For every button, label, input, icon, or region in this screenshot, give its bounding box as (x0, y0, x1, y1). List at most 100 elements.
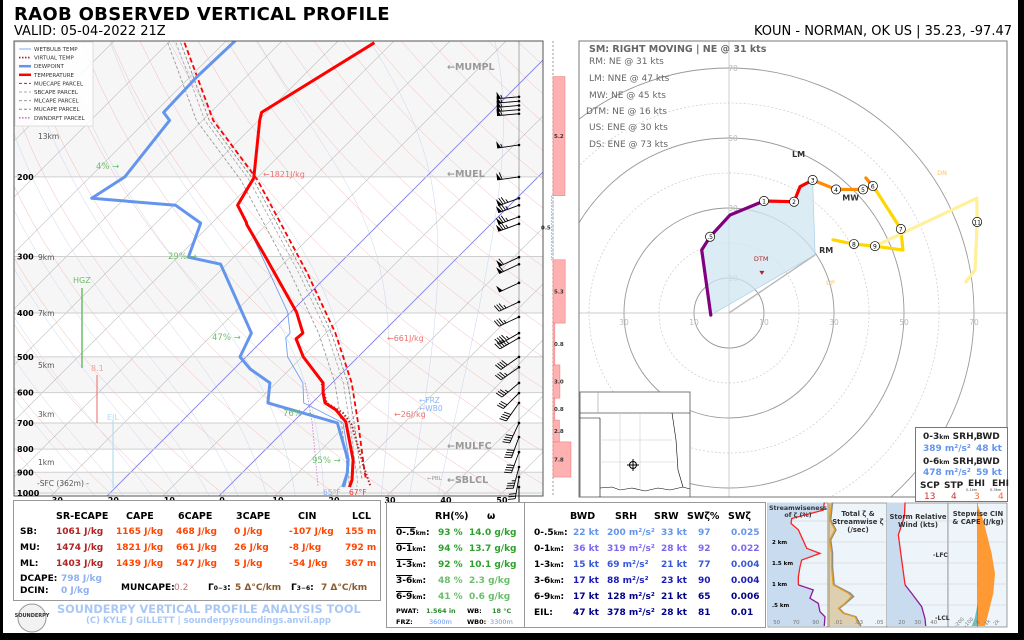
barb-flag (496, 404, 504, 409)
pressure-tick-label: 500 (17, 353, 34, 362)
kinematic-value: 17 kt (573, 592, 599, 602)
dtm-marker-icon (759, 270, 765, 275)
barb-half-flag (505, 217, 509, 222)
layer-bar-label: 0.8 (554, 407, 564, 413)
barb-half-flag (504, 389, 509, 393)
height-marker-label: 7 (899, 226, 903, 233)
wind-barb (496, 100, 521, 108)
barb-flag (504, 436, 512, 439)
rh-value: 48 % (438, 576, 463, 586)
barb-staff (511, 451, 520, 473)
kinematic-value: 65 (698, 592, 711, 602)
isotherm-line (330, 283, 543, 496)
legend-label: VIRTUAL TEMP (34, 56, 74, 62)
moist-adiabat-line (60, 41, 296, 496)
storm-motion-title: SM: RIGHT MOVING | NE @ 31 kts (589, 44, 767, 55)
barb-flag (496, 304, 502, 311)
moist-adiabat-line (369, 41, 439, 496)
state-border (671, 412, 684, 488)
wind-barb (502, 421, 521, 444)
parcel-value: 1474 J/kg (56, 543, 104, 553)
dry-adiabat-line (14, 185, 283, 496)
barb-staff (509, 422, 520, 444)
dcin-label: DCIN: (20, 586, 49, 596)
height-marker-label: 1 (762, 198, 766, 205)
isotherm-line (386, 339, 543, 496)
isotherm-line (442, 395, 543, 496)
kinematic-row-label: 3-6km: (534, 576, 565, 586)
kinematic-value: 21 kt (661, 560, 687, 570)
barb-half-flag (503, 319, 507, 324)
barb-flag (504, 471, 512, 474)
storm-motion-label: DTM (754, 255, 769, 263)
bwd3-label: BWD (976, 432, 1000, 442)
barb-flag (505, 454, 513, 456)
eil-label: EIL (107, 413, 119, 422)
kinematic-value: 0.025 (731, 528, 760, 538)
mulfc-label: ←MULFC (447, 441, 492, 452)
figure-border-right (1018, 0, 1024, 640)
storm-motion-label: RM (819, 246, 833, 255)
wind-barb (496, 141, 521, 149)
barb-flag (505, 451, 514, 454)
barb-half-flag (504, 372, 508, 376)
sr-wind-fill (887, 502, 926, 626)
barb-flag (508, 495, 516, 498)
pwat-value: 1.564 in (426, 607, 456, 615)
temperature-line (236, 41, 376, 488)
isotherm-line (14, 41, 227, 254)
parcel-value: -54 J/kg (289, 559, 328, 569)
panel-x-tick: 20 (898, 620, 905, 626)
figure-border-bottom (0, 633, 1024, 640)
panel-x-tick: 70 (793, 620, 800, 626)
panel-title: Stepwise CIN & CAPE (J/kg) (952, 510, 1004, 526)
kinematic-value: 319 m²/s² (607, 544, 655, 554)
highlighted-isotherm (218, 171, 543, 496)
dry-adiabat-line (110, 41, 543, 485)
frz-label: FRZ: (396, 618, 413, 626)
thermo-row-label: 0-1km: (396, 544, 427, 554)
isotherm-line (14, 41, 395, 422)
barb-flag (495, 364, 502, 370)
legend-label: MUECAPE PARCEL (34, 81, 84, 87)
dry-adiabat-line (23, 41, 395, 496)
kinematic-value: 90 (698, 576, 711, 586)
hodograph-ring-label: 10 (759, 318, 769, 327)
parcel-value: -107 J/kg (289, 527, 334, 537)
kinematic-row-label: 6-9km: (534, 592, 565, 602)
cape-fill (977, 504, 995, 626)
barb-flag (500, 197, 506, 204)
wind-barbs (493, 41, 521, 512)
hodograph-ring-label: 50 (899, 318, 909, 327)
rh-label: 76% → (283, 409, 312, 419)
sr-wind-line (897, 502, 906, 585)
ehi1-value: 3 (974, 492, 980, 502)
storm-motion-lm: LM: NNE @ 47 kts (589, 74, 670, 84)
parcel-value: 5 J/kg (234, 559, 263, 569)
barb-staff (501, 382, 520, 398)
barb-flag (498, 216, 504, 223)
col-header: CAPE (126, 511, 154, 522)
barb-staff (498, 316, 520, 327)
barb-flag (498, 204, 504, 212)
barb-half-flag (503, 304, 507, 309)
barb-flag (501, 339, 508, 346)
barb-flag (498, 318, 505, 325)
rh-label: 4% → (96, 162, 120, 172)
height-label: 3km (38, 410, 55, 419)
lapse-03-value: 5 Δ°C/km (235, 583, 282, 593)
barb-flag (501, 360, 508, 366)
dry-adiabat-line (81, 41, 508, 496)
pressure-tick-label: 600 (17, 389, 34, 398)
total-vorticity-line (829, 502, 862, 627)
barb-pennant (496, 96, 502, 104)
col-header: 6CAPE (178, 511, 213, 522)
bwd6-value: 59 kt (976, 468, 1002, 478)
frz-label: ←FRZ (419, 396, 440, 405)
ehi3-value: 4 (998, 492, 1004, 502)
barb-half-flag (500, 111, 503, 116)
storm-motion-ds: DS: ENE @ 73 kts (589, 140, 669, 150)
wind-barb (493, 315, 521, 327)
hodograph-frame (578, 40, 1008, 498)
hodograph-ring-label: 50 (728, 134, 738, 143)
